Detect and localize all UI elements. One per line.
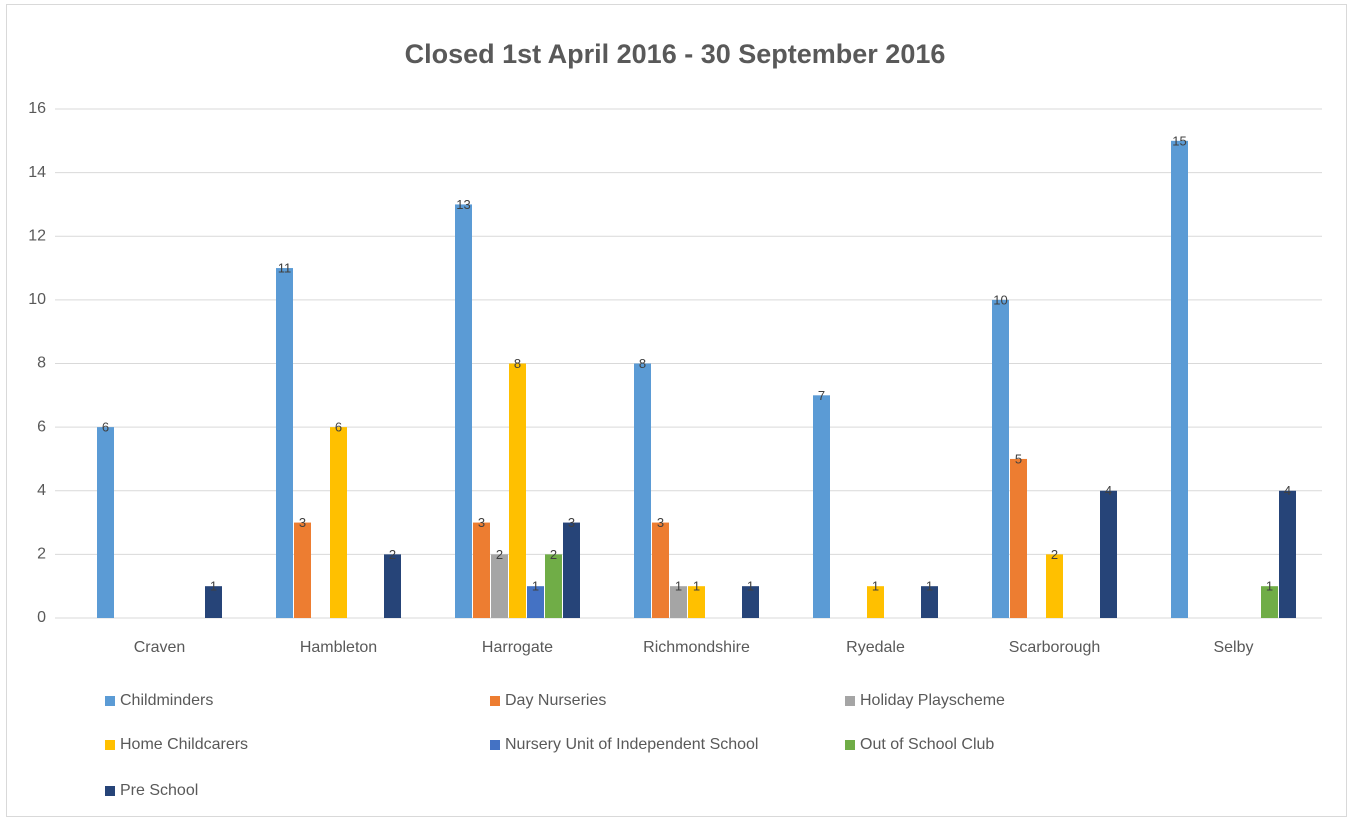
bar <box>1100 490 1117 618</box>
bar-value-label: 1 <box>1266 579 1273 594</box>
bar-value-label: 1 <box>747 579 754 594</box>
x-tick-label: Selby <box>1213 639 1253 656</box>
bar-value-label: 3 <box>657 515 664 530</box>
bar <box>491 554 508 618</box>
chart-title: Closed 1st April 2016 - 30 September 201… <box>405 39 946 69</box>
bar <box>330 427 347 618</box>
x-tick-label: Hambleton <box>300 639 377 656</box>
chart-border <box>6 4 1347 817</box>
bar <box>921 586 938 618</box>
bar <box>688 586 705 618</box>
bar-value-label: 2 <box>550 547 557 562</box>
legend-label: Pre School <box>120 782 198 799</box>
bar-value-label: 6 <box>102 420 109 435</box>
legend-label: Holiday Playscheme <box>860 692 1005 709</box>
legend-swatch <box>490 740 500 750</box>
bar <box>384 554 401 618</box>
bar-value-label: 2 <box>496 547 503 562</box>
y-tick-label: 12 <box>28 227 46 244</box>
bar-value-label: 15 <box>1172 133 1186 148</box>
legend-swatch <box>845 740 855 750</box>
legend-label: Day Nurseries <box>505 692 606 709</box>
bar <box>652 522 669 618</box>
bar <box>992 299 1009 618</box>
bar <box>670 586 687 618</box>
bar <box>1171 140 1188 618</box>
bar-value-label: 11 <box>278 261 292 276</box>
bar-value-label: 3 <box>299 515 306 530</box>
legend-swatch <box>490 696 500 706</box>
bar-value-label: 8 <box>514 356 521 371</box>
bar <box>473 522 490 618</box>
bar <box>1046 554 1063 618</box>
bar-value-label: 4 <box>1105 483 1112 498</box>
bar <box>867 586 884 618</box>
bar <box>742 586 759 618</box>
bar <box>563 522 580 618</box>
bar-value-label: 4 <box>1284 483 1291 498</box>
x-tick-label: Craven <box>134 639 186 656</box>
bar-value-label: 7 <box>818 388 825 403</box>
bar-value-label: 3 <box>568 515 575 530</box>
bar <box>1279 490 1296 618</box>
bar-value-label: 10 <box>993 292 1007 307</box>
y-tick-label: 16 <box>28 100 46 117</box>
bar <box>545 554 562 618</box>
bar-value-label: 8 <box>639 356 646 371</box>
y-tick-label: 0 <box>37 609 46 626</box>
bar <box>527 586 544 618</box>
bar-value-label: 1 <box>675 579 682 594</box>
bar <box>205 586 222 618</box>
bar-value-label: 5 <box>1015 451 1022 466</box>
bar <box>97 427 114 618</box>
x-tick-label: Scarborough <box>1009 639 1101 656</box>
bar <box>634 363 651 618</box>
y-tick-label: 14 <box>28 164 46 181</box>
bar-value-label: 1 <box>693 579 700 594</box>
bar <box>1261 586 1278 618</box>
bar-value-label: 1 <box>532 579 539 594</box>
legend-label: Home Childcarers <box>120 736 248 753</box>
y-tick-label: 6 <box>37 418 46 435</box>
bar-value-label: 1 <box>872 579 879 594</box>
legend-swatch <box>105 740 115 750</box>
legend-label: Nursery Unit of Independent School <box>505 736 758 753</box>
bar <box>813 395 830 618</box>
y-tick-label: 10 <box>28 291 46 308</box>
bar <box>509 363 526 618</box>
bar-value-label: 2 <box>389 547 396 562</box>
bar-value-label: 2 <box>1051 547 1058 562</box>
bar <box>1010 458 1027 618</box>
x-tick-label: Ryedale <box>846 639 905 656</box>
legend-swatch <box>105 696 115 706</box>
legend-label: Childminders <box>120 692 213 709</box>
y-tick-label: 8 <box>37 355 46 372</box>
bar <box>294 522 311 618</box>
bar-value-label: 13 <box>456 197 470 212</box>
bar-value-label: 1 <box>926 579 933 594</box>
x-tick-label: Richmondshire <box>643 639 750 656</box>
bar-value-label: 6 <box>335 420 342 435</box>
legend-swatch <box>105 786 115 796</box>
legend-label: Out of School Club <box>860 736 994 753</box>
y-tick-label: 2 <box>37 546 46 563</box>
legend-swatch <box>845 696 855 706</box>
bar <box>276 268 293 618</box>
y-tick-label: 4 <box>37 482 46 499</box>
bar-value-label: 1 <box>210 579 217 594</box>
bar <box>455 204 472 618</box>
bar-value-label: 3 <box>478 515 485 530</box>
x-tick-label: Harrogate <box>482 639 553 656</box>
